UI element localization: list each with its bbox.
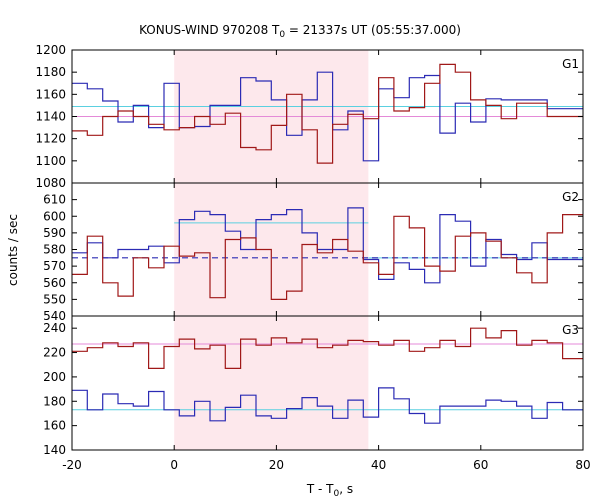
y-axis-label: counts / sec bbox=[6, 214, 20, 286]
y-tick-label: 1200 bbox=[35, 43, 66, 57]
series-line-G3-0 bbox=[72, 327, 583, 369]
y-tick-label: 590 bbox=[43, 226, 66, 240]
y-tick-label: 1100 bbox=[35, 154, 66, 168]
panel-label-G3: G3 bbox=[562, 323, 579, 337]
y-tick-label: 560 bbox=[43, 276, 66, 290]
y-tick-label: 200 bbox=[43, 370, 66, 384]
y-tick-label: 240 bbox=[43, 321, 66, 335]
series-line-G2-1 bbox=[72, 214, 583, 300]
series-line-G1-0 bbox=[72, 71, 583, 162]
y-tick-label: 1140 bbox=[35, 110, 66, 124]
y-tick-label: 570 bbox=[43, 259, 66, 273]
series-line-G1-1 bbox=[72, 63, 583, 164]
y-tick-label: 540 bbox=[43, 309, 66, 323]
shaded-interval-G3 bbox=[174, 316, 369, 450]
y-tick-label: 580 bbox=[43, 243, 66, 257]
y-tick-label: 160 bbox=[43, 419, 66, 433]
x-tick-label: 0 bbox=[170, 458, 178, 472]
x-tick-label: 80 bbox=[575, 458, 590, 472]
y-tick-label: 1160 bbox=[35, 87, 66, 101]
y-tick-label: 1120 bbox=[35, 132, 66, 146]
x-tick-label: -20 bbox=[62, 458, 82, 472]
y-tick-label: 1080 bbox=[35, 176, 66, 190]
panel-label-G1: G1 bbox=[562, 57, 579, 71]
y-tick-label: 180 bbox=[43, 394, 66, 408]
x-tick-label: 20 bbox=[269, 458, 284, 472]
y-tick-label: 600 bbox=[43, 209, 66, 223]
chart-title: KONUS-WIND 970208 T0 = 21337s UT (05:55:… bbox=[139, 23, 461, 40]
panel-label-G2: G2 bbox=[562, 190, 579, 204]
series-layer bbox=[72, 63, 583, 424]
x-tick-label: 40 bbox=[371, 458, 386, 472]
axes-layer: 1080 1100 1120 1140 1160 1180 1200 G1 540 550 560 5… bbox=[35, 43, 590, 472]
x-tick-label: 60 bbox=[473, 458, 488, 472]
x-axis-label: T - T0, s bbox=[306, 482, 353, 499]
panel-frame-G3 bbox=[71, 315, 584, 451]
y-tick-label: 610 bbox=[43, 193, 66, 207]
y-tick-label: 220 bbox=[43, 346, 66, 360]
series-line-G3-1 bbox=[72, 387, 583, 424]
y-tick-label: 550 bbox=[43, 292, 66, 306]
y-tick-label: 1180 bbox=[35, 65, 66, 79]
y-tick-label: 140 bbox=[43, 443, 66, 457]
